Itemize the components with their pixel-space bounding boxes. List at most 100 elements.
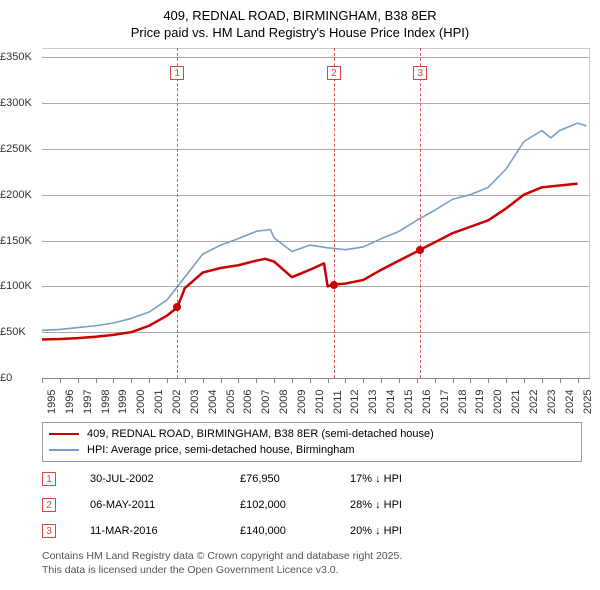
x-tick-mark <box>524 378 525 383</box>
x-tick-label: 1996 <box>64 390 76 414</box>
x-tick-label: 1998 <box>100 390 112 414</box>
event-price: £140,000 <box>240 525 350 537</box>
attribution: Contains HM Land Registry data © Crown c… <box>42 550 402 577</box>
x-tick-label: 2024 <box>564 390 576 414</box>
x-tick-mark <box>96 378 97 383</box>
x-tick-mark <box>488 378 489 383</box>
x-tick-label: 1997 <box>82 390 94 414</box>
event-point-dot <box>330 281 338 289</box>
x-tick-mark <box>167 378 168 383</box>
x-axis <box>42 378 590 379</box>
x-tick-mark <box>185 378 186 383</box>
x-tick-mark <box>238 378 239 383</box>
event-diff: 17% ↓ HPI <box>350 473 470 485</box>
x-tick-label: 2016 <box>421 390 433 414</box>
event-chart-marker: 2 <box>327 66 341 80</box>
series-hpi <box>42 123 586 330</box>
chart-container: 409, REDNAL ROAD, BIRMINGHAM, B38 8ER Pr… <box>0 0 600 590</box>
x-tick-label: 2011 <box>332 390 344 414</box>
x-tick-mark <box>256 378 257 383</box>
x-tick-mark <box>435 378 436 383</box>
x-tick-label: 2013 <box>367 390 379 414</box>
x-tick-label: 2017 <box>439 390 451 414</box>
x-tick-mark <box>417 378 418 383</box>
x-tick-mark <box>453 378 454 383</box>
event-diff: 20% ↓ HPI <box>350 525 470 537</box>
event-marker-2: 2 <box>42 498 56 512</box>
legend: 409, REDNAL ROAD, BIRMINGHAM, B38 8ER (s… <box>42 422 582 462</box>
x-tick-mark <box>399 378 400 383</box>
event-chart-marker: 3 <box>413 66 427 80</box>
y-tick-label: £50K <box>0 326 26 338</box>
x-tick-mark <box>328 378 329 383</box>
y-tick-label: £300K <box>0 97 32 109</box>
x-tick-label: 2020 <box>492 390 504 414</box>
event-chart-marker: 1 <box>170 66 184 80</box>
legend-label: 409, REDNAL ROAD, BIRMINGHAM, B38 8ER (s… <box>87 428 434 440</box>
legend-label: HPI: Average price, semi-detached house,… <box>87 444 355 456</box>
legend-item: HPI: Average price, semi-detached house,… <box>49 442 575 458</box>
x-tick-label: 2006 <box>242 390 254 414</box>
y-tick-label: £200K <box>0 189 32 201</box>
event-date: 06-MAY-2011 <box>90 499 240 511</box>
chart-title-2: Price paid vs. HM Land Registry's House … <box>0 25 600 40</box>
x-tick-mark <box>470 378 471 383</box>
x-tick-mark <box>506 378 507 383</box>
x-tick-mark <box>221 378 222 383</box>
chart-lines <box>42 48 590 378</box>
y-tick-label: £100K <box>0 280 32 292</box>
legend-item: 409, REDNAL ROAD, BIRMINGHAM, B38 8ER (s… <box>49 426 575 442</box>
x-tick-mark <box>113 378 114 383</box>
events-table: 1 30-JUL-2002 £76,950 17% ↓ HPI 2 06-MAY… <box>42 466 470 544</box>
x-tick-label: 1999 <box>117 390 129 414</box>
x-tick-label: 2007 <box>260 390 272 414</box>
x-tick-mark <box>131 378 132 383</box>
x-tick-mark <box>560 378 561 383</box>
x-tick-label: 2005 <box>225 390 237 414</box>
event-vline <box>420 48 421 378</box>
x-tick-mark <box>42 378 43 383</box>
event-marker-1: 1 <box>42 472 56 486</box>
x-tick-mark <box>345 378 346 383</box>
x-tick-label: 2021 <box>510 390 522 414</box>
x-tick-mark <box>274 378 275 383</box>
legend-swatch <box>49 449 79 451</box>
x-tick-label: 2025 <box>582 390 594 414</box>
event-row: 1 30-JUL-2002 £76,950 17% ↓ HPI <box>42 466 470 492</box>
x-tick-label: 2018 <box>457 390 469 414</box>
event-point-dot <box>173 303 181 311</box>
y-tick-label: £0 <box>0 372 12 384</box>
x-tick-label: 2022 <box>528 390 540 414</box>
attribution-line: This data is licensed under the Open Gov… <box>42 564 402 578</box>
event-price: £76,950 <box>240 473 350 485</box>
x-tick-label: 2008 <box>278 390 290 414</box>
x-tick-label: 1995 <box>46 390 58 414</box>
x-tick-label: 2004 <box>207 390 219 414</box>
x-tick-mark <box>578 378 579 383</box>
event-date: 30-JUL-2002 <box>90 473 240 485</box>
x-tick-label: 2003 <box>189 390 201 414</box>
event-vline <box>334 48 335 378</box>
event-diff: 28% ↓ HPI <box>350 499 470 511</box>
event-point-dot <box>416 246 424 254</box>
event-vline <box>177 48 178 378</box>
x-tick-label: 2019 <box>474 390 486 414</box>
x-tick-label: 2002 <box>171 390 183 414</box>
x-tick-mark <box>363 378 364 383</box>
x-tick-label: 2015 <box>403 390 415 414</box>
legend-swatch <box>49 433 79 436</box>
x-tick-label: 2000 <box>135 390 147 414</box>
x-tick-mark <box>542 378 543 383</box>
x-tick-mark <box>60 378 61 383</box>
y-tick-label: £350K <box>0 51 32 63</box>
x-tick-label: 2014 <box>385 390 397 414</box>
series-price_paid <box>42 184 578 340</box>
y-tick-label: £250K <box>0 143 32 155</box>
attribution-line: Contains HM Land Registry data © Crown c… <box>42 550 402 564</box>
x-tick-mark <box>310 378 311 383</box>
event-marker-3: 3 <box>42 524 56 538</box>
x-tick-label: 2009 <box>296 390 308 414</box>
event-row: 3 11-MAR-2016 £140,000 20% ↓ HPI <box>42 518 470 544</box>
x-tick-label: 2001 <box>153 390 165 414</box>
x-tick-label: 2023 <box>546 390 558 414</box>
